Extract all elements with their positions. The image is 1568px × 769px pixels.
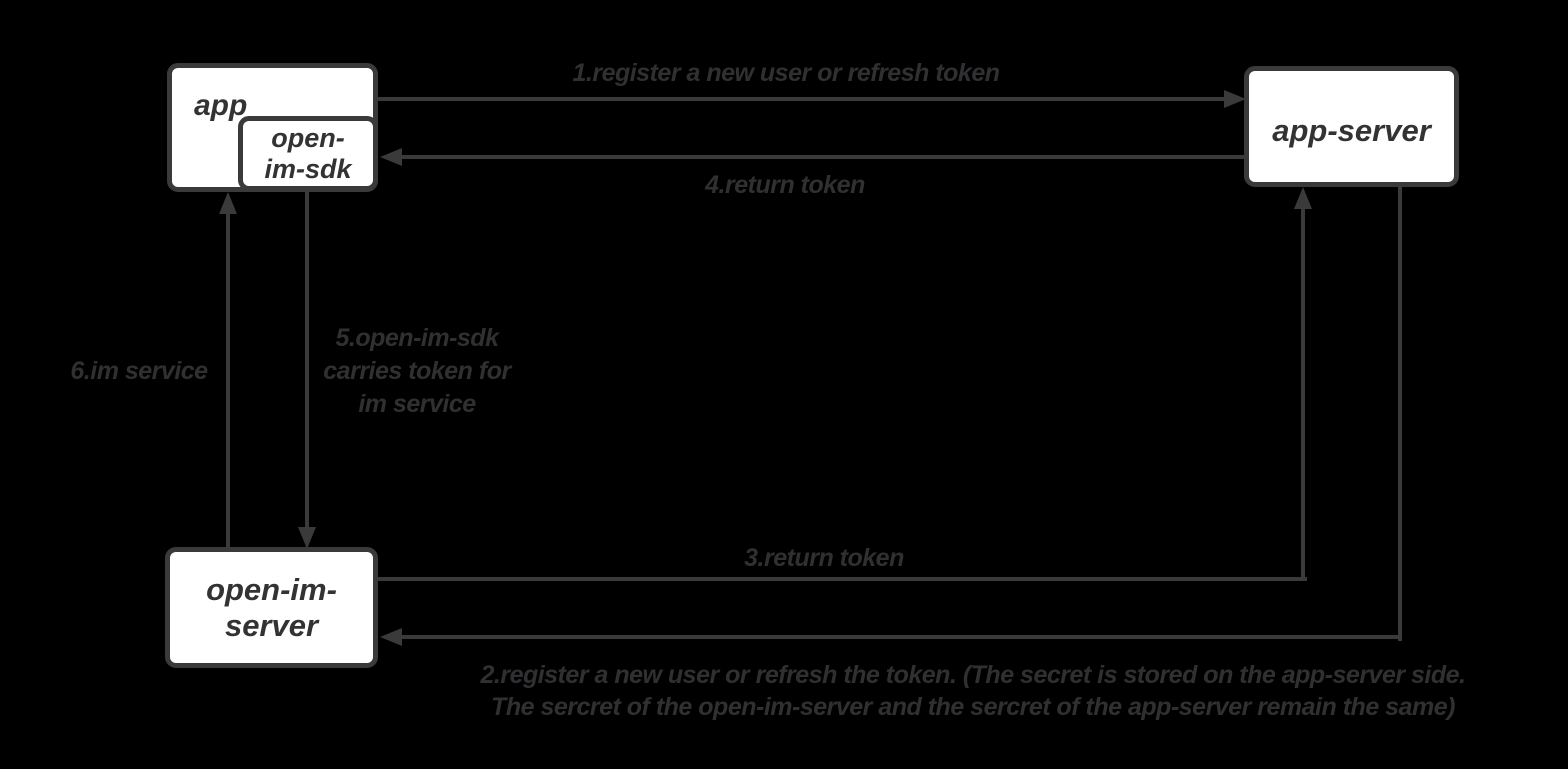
edge-1-line: [378, 97, 1226, 101]
edge-1-arrowhead-right: [1224, 90, 1246, 108]
node-app-server: app-server: [1244, 66, 1459, 187]
edge-1-label: 1.register a new user or refresh token: [572, 59, 1000, 87]
node-open-im-sdk-label-line-2: im-sdk: [264, 153, 352, 184]
edge-2-arrowhead-left: [380, 628, 402, 646]
edge-2-label-line-1: 2.register a new user or refresh the tok…: [480, 661, 1466, 689]
node-app-server-label: app-server: [1272, 112, 1431, 148]
edge-4-label: 4.return token: [705, 171, 865, 199]
edge-2-line-horizontal: [399, 635, 1402, 639]
edge-3-label: 3.return token: [744, 544, 904, 572]
edge-6-arrowhead-up: [219, 192, 237, 214]
edge-2-line-vertical: [1398, 187, 1402, 641]
edge-4-arrowhead-left: [380, 148, 402, 166]
edge-6-label: 6.im service: [70, 357, 208, 385]
node-open-im-server-label-line-1: open-im-: [206, 571, 337, 607]
node-app-label: app: [194, 89, 248, 122]
edge-5-arrowhead-down: [298, 527, 316, 549]
edge-2-label: 2.register a new user or refresh the tok…: [403, 659, 1543, 723]
edge-2-label-line-2: The sercret of the open-im-server and th…: [491, 693, 1455, 721]
edge-5-label: 5.open-im-sdk carries token for im servi…: [297, 322, 537, 421]
node-open-im-sdk: open- im-sdk: [238, 116, 378, 191]
node-open-im-sdk-label-line-1: open-: [271, 122, 345, 153]
edge-6-line: [226, 210, 230, 547]
edge-4-line: [399, 155, 1247, 159]
edge-5-label-line-1: 5.open-im-sdk: [335, 324, 499, 352]
edge-5-label-line-3: im service: [358, 390, 476, 418]
node-open-im-server-label-line-2: server: [224, 607, 319, 643]
edge-3-line-horizontal: [378, 577, 1307, 581]
edge-5-label-line-2: carries token for: [323, 357, 511, 385]
edge-3-line-vertical: [1301, 207, 1305, 581]
node-open-im-server: open-im- server: [165, 547, 378, 668]
edge-5-line: [305, 190, 309, 527]
edge-3-arrowhead-up: [1294, 187, 1312, 209]
